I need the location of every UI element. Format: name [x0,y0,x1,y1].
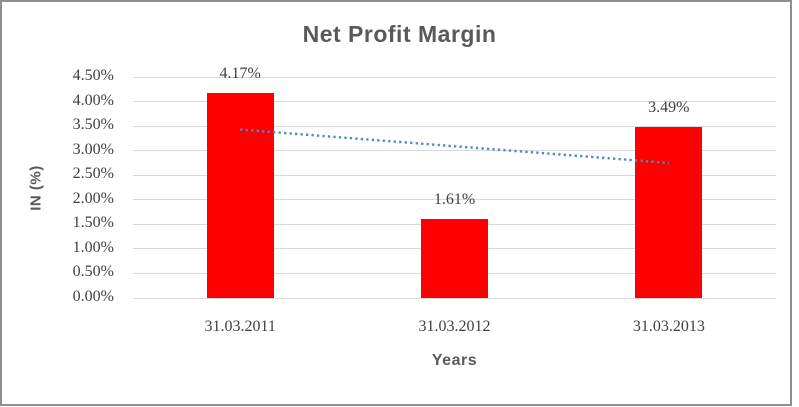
y-tick-label: 1.00% [72,238,114,256]
bar [635,126,703,298]
gridline [133,174,776,176]
x-tick-label: 31.03.2011 [204,318,276,335]
x-tick-label: 31.03.2012 [418,318,491,335]
bar [206,93,274,298]
y-tick-label: 0.00% [72,288,114,305]
gridline [133,101,776,103]
bar-data-label: 1.61% [433,190,476,208]
y-tick-label: 2.50% [72,165,114,183]
y-tick-label: 3.00% [72,140,114,158]
gridline [133,199,776,201]
y-tick-label: 4.00% [72,91,114,109]
bar-data-label: 3.49% [648,98,690,116]
y-tick-label: 1.50% [72,214,114,232]
gridline [133,125,776,127]
gridline [133,76,776,78]
y-tick-label: 2.00% [72,189,114,207]
x-axis-title: Years [431,352,478,369]
gridline [133,297,776,299]
bar-data-label: 4.17% [219,65,261,83]
bar [421,218,488,298]
y-tick-label: 4.50% [72,67,114,84]
x-tick-label: 31.03.2013 [632,318,705,335]
y-tick-label: 0.50% [72,263,114,281]
y-tick-label: 3.50% [72,116,114,134]
chart-title: Net Profit Margin [302,21,497,47]
